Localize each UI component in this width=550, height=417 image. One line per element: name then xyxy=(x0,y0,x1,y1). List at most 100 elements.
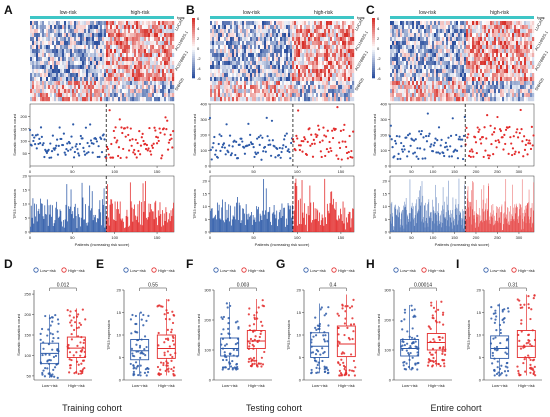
heatmap-cell xyxy=(312,85,315,90)
mutation-point xyxy=(326,129,329,132)
heatmap-cell xyxy=(310,69,313,74)
mutation-point xyxy=(127,133,130,137)
heatmap-cell xyxy=(430,89,433,94)
heatmap-cell xyxy=(258,37,261,42)
heatmap-cell xyxy=(402,97,405,102)
heatmap-cell xyxy=(170,81,173,86)
heatmap-cell xyxy=(38,33,41,38)
heatmap-cell xyxy=(266,29,269,34)
mutation-point xyxy=(259,134,262,137)
heatmap-cell xyxy=(164,81,167,86)
heatmap-cell xyxy=(506,41,509,46)
heatmap-cell xyxy=(426,73,429,78)
heatmap-cell xyxy=(56,57,59,62)
heatmap-cell xyxy=(64,65,67,70)
heatmap-cell xyxy=(326,65,329,70)
heatmap-cell xyxy=(422,49,425,54)
heatmap-cell xyxy=(344,21,347,26)
heatmap-cell xyxy=(434,85,437,90)
heatmap-cell xyxy=(258,89,261,94)
mutation-point xyxy=(469,155,472,159)
heatmap-cell xyxy=(134,93,137,98)
heatmap-cell xyxy=(474,97,477,102)
heatmap-cell xyxy=(444,81,447,86)
heatmap-cell xyxy=(390,77,393,82)
heatmap-cell xyxy=(478,65,481,70)
mutation-point xyxy=(265,116,268,119)
mutation-point xyxy=(31,134,34,137)
heatmap-cell xyxy=(60,37,63,42)
charts-layer: low-risk high-risktypeLUCAT1AC116025.1AC0… xyxy=(12,10,549,388)
heatmap-cell xyxy=(248,77,251,82)
heatmap-cell xyxy=(528,41,531,46)
heatmap-cell xyxy=(412,53,415,58)
panel-letter-h: H xyxy=(366,257,375,271)
heatmap-cell xyxy=(340,25,343,30)
heatmap-cell xyxy=(436,37,439,42)
mutation-point xyxy=(34,134,38,137)
heatmap-cell xyxy=(70,61,73,66)
heatmap-cell xyxy=(426,89,429,94)
heatmap-cell xyxy=(46,21,49,26)
heatmap-cell xyxy=(140,81,143,86)
heatmap-cell xyxy=(334,41,337,46)
heatmap-cell xyxy=(402,41,405,46)
mutation-point xyxy=(395,134,398,138)
heatmap-cell xyxy=(142,81,145,86)
heatmap-cell xyxy=(344,25,347,30)
heatmap-cell xyxy=(310,77,313,82)
heatmap-cell xyxy=(100,97,103,102)
heatmap-cell xyxy=(482,81,485,86)
heatmap-cell xyxy=(442,93,445,98)
heatmap-cell xyxy=(118,25,121,30)
heatmap-cell xyxy=(512,25,515,30)
heatmap-cell xyxy=(216,57,219,62)
mutation-point xyxy=(429,145,432,148)
mutation-point xyxy=(65,148,68,151)
heatmap-cell xyxy=(212,65,215,70)
heatmap-cell xyxy=(70,41,73,46)
mutation-point xyxy=(126,126,129,129)
heatmap-cell xyxy=(308,85,311,90)
heatmap-cell xyxy=(82,57,85,62)
heatmap-cell xyxy=(418,37,421,42)
heatmap-cell xyxy=(150,49,153,54)
heatmap-cell xyxy=(98,49,101,54)
heatmap-cell xyxy=(510,25,513,30)
heatmap-cell xyxy=(44,45,47,50)
heatmap-cell xyxy=(340,85,343,90)
heatmap-cell xyxy=(122,45,125,50)
heatmap-cell xyxy=(172,69,175,74)
heatmap-cell xyxy=(256,41,259,46)
heatmap-cell xyxy=(162,61,165,66)
heatmap-cell xyxy=(510,29,513,34)
heatmap-cell xyxy=(108,41,111,46)
heatmap-cell xyxy=(92,89,95,94)
heatmap-cell xyxy=(492,85,495,90)
heatmap-cell xyxy=(36,33,39,38)
heatmap-cell xyxy=(152,73,155,78)
heatmap-cell xyxy=(392,85,395,90)
heatmap-cell xyxy=(210,81,213,86)
heatmap-cell xyxy=(408,49,411,54)
heatmap-cell xyxy=(432,85,435,90)
y-tick-label: 200 xyxy=(200,133,207,138)
heatmap-cell xyxy=(410,73,413,78)
heatmap-cell xyxy=(474,85,477,90)
heatmap-cell xyxy=(346,57,349,62)
heatmap-cell xyxy=(134,73,137,78)
heatmap-cell xyxy=(432,45,435,50)
heatmap-cell xyxy=(414,69,417,74)
heatmap-cell xyxy=(56,85,59,90)
heatmap-cell xyxy=(224,69,227,74)
heatmap-cell xyxy=(254,49,257,54)
heatmap-cell xyxy=(250,53,253,58)
heatmap-cell xyxy=(342,53,345,58)
heatmap-cell xyxy=(164,33,167,38)
heatmap-cell xyxy=(114,37,117,42)
heatmap-cell xyxy=(42,93,45,98)
legend-swatch xyxy=(372,18,375,21)
heatmap-cell xyxy=(168,93,171,98)
heatmap-cell xyxy=(160,37,163,42)
heatmap-cell xyxy=(276,25,279,30)
